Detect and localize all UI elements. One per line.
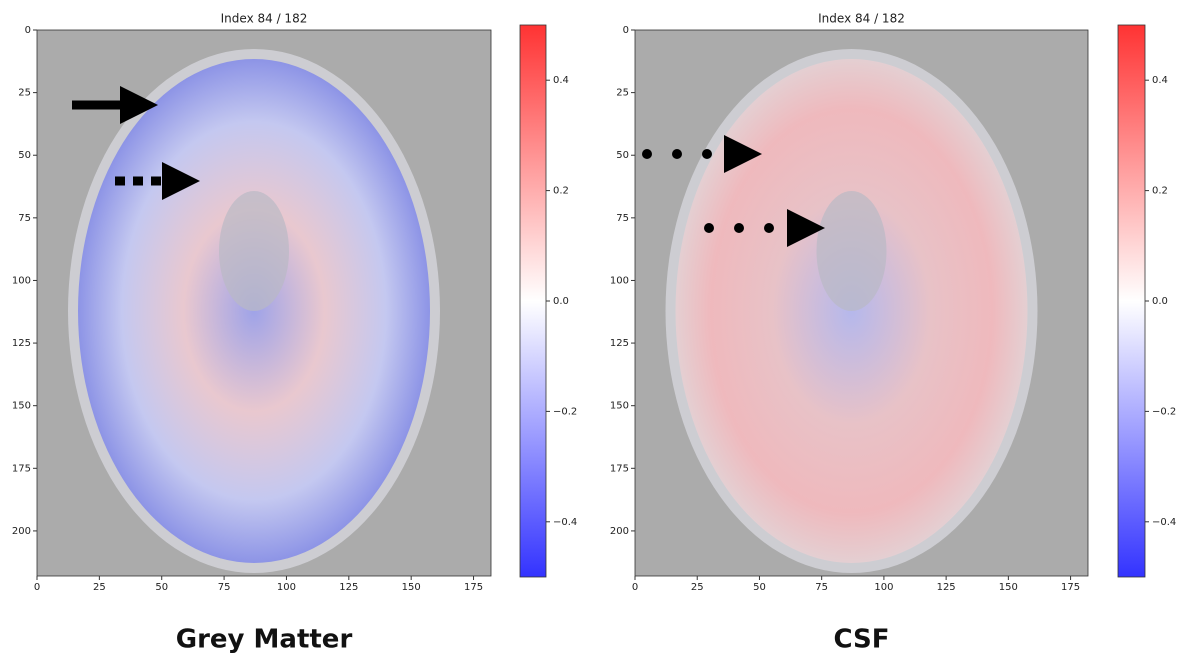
panel-title: Index 84 / 182: [221, 12, 308, 26]
colorbar: [1118, 25, 1145, 577]
y-tick-label: 0: [25, 25, 31, 36]
colorbar-tick-label: −0.2: [553, 406, 577, 417]
x-tick-label: 0: [632, 582, 638, 593]
x-tick-label: 25: [93, 582, 106, 593]
colorbar-tick-label: 0.4: [1152, 75, 1168, 86]
y-tick-label: 200: [610, 526, 629, 537]
panel-caption: CSF: [833, 625, 889, 655]
y-tick-label: 175: [610, 463, 629, 474]
x-tick-label: 0: [34, 582, 40, 593]
x-tick-label: 25: [691, 582, 704, 593]
panel: Index 84 / 182 Grey Matter 0 25 50 75 100 125 15…: [12, 12, 577, 655]
y-tick-label: 75: [616, 213, 629, 224]
y-tick-label: 0: [623, 25, 629, 36]
ventricle: [817, 191, 887, 311]
x-tick-label: 100: [277, 582, 296, 593]
colorbar-tick-label: 0.4: [553, 75, 569, 86]
x-tick-label: 75: [218, 582, 231, 593]
colorbar-tick-label: 0.2: [1152, 186, 1168, 197]
y-tick-label: 150: [610, 401, 629, 412]
y-tick-label: 25: [18, 88, 31, 99]
y-tick-label: 50: [616, 150, 629, 161]
x-tick-label: 50: [155, 582, 168, 593]
x-tick-label: 175: [1061, 582, 1080, 593]
y-tick-label: 50: [18, 150, 31, 161]
arrow-dot: [704, 223, 714, 233]
figure: Index 84 / 182 Grey Matter 0 25 50 75 100 125 15…: [0, 0, 1180, 654]
colorbar-tick-label: −0.4: [1152, 517, 1176, 528]
y-tick-label: 100: [610, 275, 629, 286]
y-tick-label: 75: [18, 213, 31, 224]
arrow-dot: [702, 149, 712, 159]
x-tick-label: 150: [402, 582, 421, 593]
panel-caption: Grey Matter: [176, 625, 353, 655]
x-tick-label: 50: [753, 582, 766, 593]
arrow-dot: [764, 223, 774, 233]
colorbar-tick-label: 0.0: [1152, 296, 1168, 307]
x-tick-label: 125: [937, 582, 956, 593]
ventricle: [219, 191, 289, 311]
colorbar-tick-label: −0.2: [1152, 406, 1176, 417]
y-tick-label: 100: [12, 275, 31, 286]
x-tick-label: 150: [999, 582, 1018, 593]
arrow-dot: [642, 149, 652, 159]
y-tick-label: 25: [616, 88, 629, 99]
arrow-dot: [672, 149, 682, 159]
panel-title: Index 84 / 182: [818, 12, 905, 26]
y-tick-label: 125: [12, 338, 31, 349]
colorbar-tick-label: −0.4: [553, 517, 577, 528]
y-tick-label: 175: [12, 463, 31, 474]
x-tick-label: 100: [874, 582, 893, 593]
colorbar-tick-label: 0.2: [553, 186, 569, 197]
x-tick-label: 175: [464, 582, 483, 593]
y-tick-label: 200: [12, 526, 31, 537]
colorbar: [520, 25, 546, 577]
panel: Index 84 / 182 CSF 0 25 50 75 100 125 150 175 0 25 5…: [610, 12, 1176, 655]
x-tick-label: 75: [815, 582, 828, 593]
colorbar-tick-label: 0.0: [553, 296, 569, 307]
arrow-dot: [734, 223, 744, 233]
y-tick-label: 125: [610, 338, 629, 349]
y-tick-label: 150: [12, 401, 31, 412]
x-tick-label: 125: [339, 582, 358, 593]
